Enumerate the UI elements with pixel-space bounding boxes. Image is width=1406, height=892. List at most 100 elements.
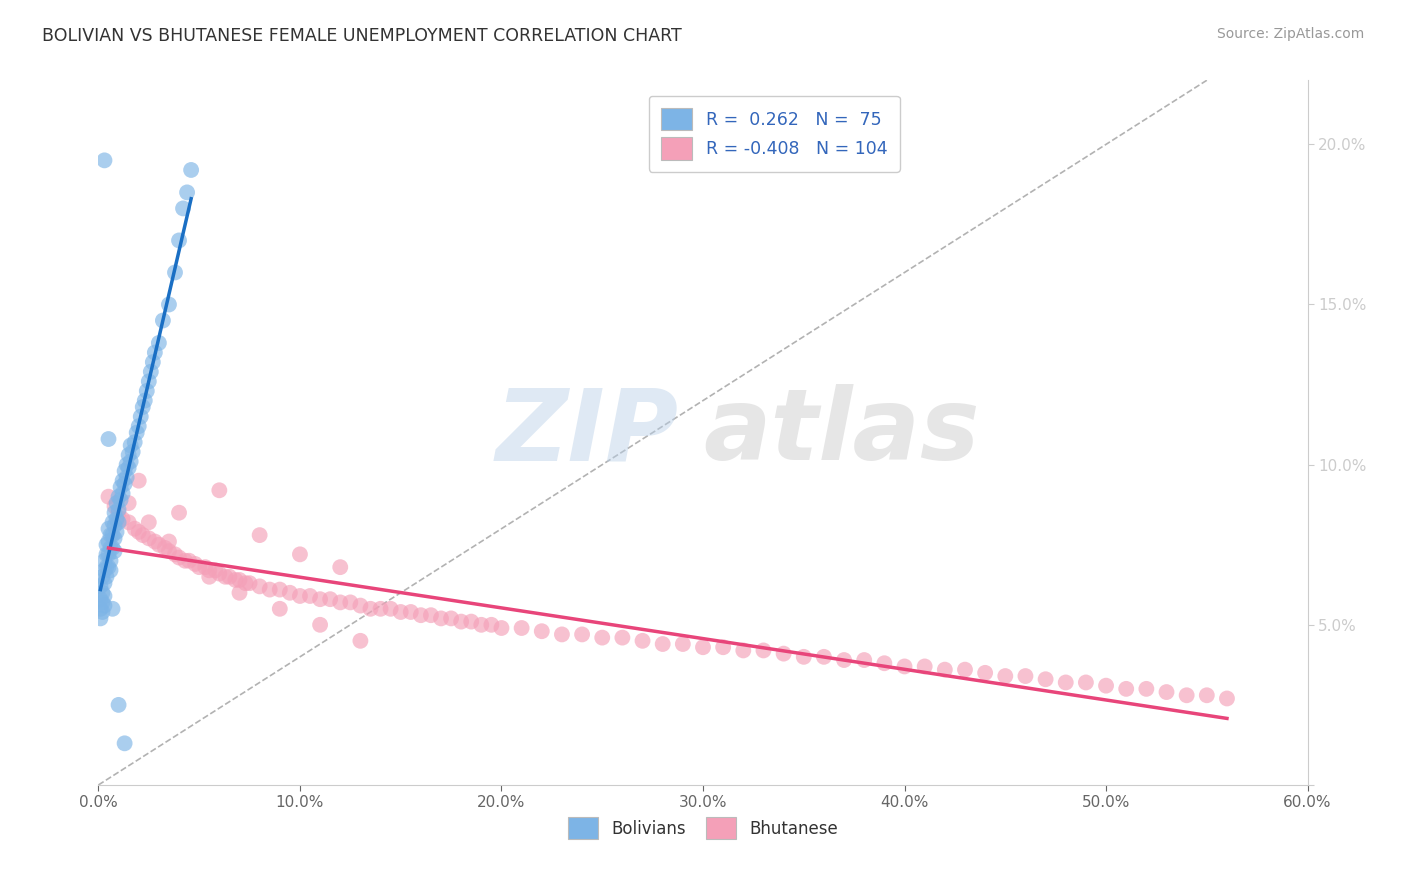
Point xyxy=(118,516,141,530)
Point xyxy=(139,365,162,379)
Point xyxy=(163,547,186,561)
Point xyxy=(167,550,190,565)
Point xyxy=(228,573,250,587)
Point xyxy=(91,595,114,609)
Point xyxy=(157,297,180,311)
Point xyxy=(89,592,111,607)
Point xyxy=(128,474,150,488)
Point xyxy=(551,627,574,641)
Point xyxy=(111,486,134,500)
Point xyxy=(591,631,613,645)
Point xyxy=(157,544,180,558)
Point xyxy=(491,621,513,635)
Point xyxy=(93,589,115,603)
Point xyxy=(224,573,246,587)
Point xyxy=(278,586,301,600)
Point xyxy=(105,524,128,539)
Point xyxy=(733,643,755,657)
Point xyxy=(107,506,129,520)
Point xyxy=(138,532,160,546)
Point xyxy=(93,599,115,613)
Point xyxy=(249,528,271,542)
Point xyxy=(115,458,138,472)
Point xyxy=(148,335,170,350)
Point xyxy=(370,601,392,615)
Point xyxy=(96,570,118,584)
Point xyxy=(167,234,190,248)
Point xyxy=(143,345,166,359)
Point xyxy=(440,611,463,625)
Point xyxy=(571,627,593,641)
Point xyxy=(124,522,146,536)
Point xyxy=(389,605,412,619)
Point xyxy=(103,500,125,514)
Point xyxy=(100,554,122,568)
Point xyxy=(114,476,136,491)
Point xyxy=(430,611,453,625)
Point xyxy=(96,538,118,552)
Point xyxy=(339,595,361,609)
Point xyxy=(269,601,291,615)
Point xyxy=(873,657,896,671)
Point xyxy=(143,534,166,549)
Point xyxy=(153,541,176,555)
Point xyxy=(1156,685,1178,699)
Text: ZIP: ZIP xyxy=(496,384,679,481)
Point xyxy=(167,506,190,520)
Point xyxy=(96,560,118,574)
Point xyxy=(470,617,492,632)
Point xyxy=(103,506,125,520)
Point xyxy=(103,532,125,546)
Point xyxy=(214,570,236,584)
Point xyxy=(1216,691,1239,706)
Point xyxy=(107,502,129,516)
Point xyxy=(101,528,124,542)
Point xyxy=(299,589,322,603)
Point xyxy=(1135,681,1157,696)
Point xyxy=(409,608,432,623)
Point xyxy=(309,617,332,632)
Point xyxy=(853,653,876,667)
Point xyxy=(188,560,211,574)
Point xyxy=(93,576,115,591)
Point xyxy=(114,464,136,478)
Point xyxy=(380,601,402,615)
Point xyxy=(174,554,197,568)
Point xyxy=(288,547,311,561)
Point xyxy=(163,265,186,279)
Point xyxy=(974,665,997,680)
Point xyxy=(124,435,146,450)
Point xyxy=(107,516,129,530)
Point xyxy=(349,599,371,613)
Point xyxy=(235,576,257,591)
Point xyxy=(176,186,198,200)
Point xyxy=(103,518,125,533)
Point xyxy=(93,563,115,577)
Point xyxy=(97,522,120,536)
Point xyxy=(96,547,118,561)
Point xyxy=(218,570,240,584)
Point xyxy=(110,492,132,507)
Point xyxy=(93,554,115,568)
Point xyxy=(97,432,120,446)
Point xyxy=(269,582,291,597)
Point xyxy=(198,570,221,584)
Point xyxy=(105,496,128,510)
Legend: Bolivians, Bhutanese: Bolivians, Bhutanese xyxy=(560,809,846,847)
Point xyxy=(114,736,136,750)
Point xyxy=(672,637,695,651)
Point xyxy=(138,516,160,530)
Point xyxy=(288,589,311,603)
Point xyxy=(249,579,271,593)
Point xyxy=(530,624,553,639)
Point xyxy=(100,563,122,577)
Point xyxy=(97,534,120,549)
Point xyxy=(612,631,634,645)
Point xyxy=(89,601,111,615)
Point xyxy=(772,647,794,661)
Point xyxy=(994,669,1017,683)
Point xyxy=(103,544,125,558)
Point xyxy=(115,470,138,484)
Point xyxy=(107,698,129,712)
Point xyxy=(208,566,231,581)
